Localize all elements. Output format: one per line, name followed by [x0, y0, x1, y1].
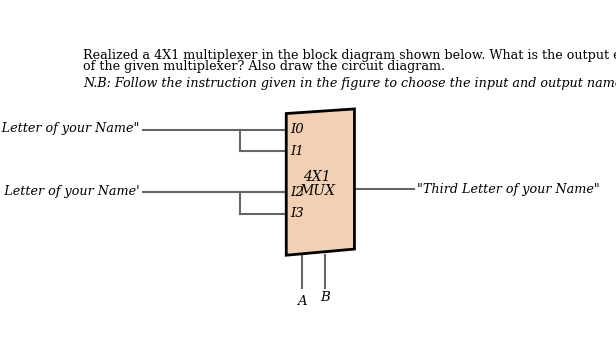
Polygon shape: [286, 109, 354, 255]
Text: 4X1: 4X1: [304, 170, 331, 184]
Text: I1: I1: [290, 145, 304, 158]
Text: I0: I0: [290, 123, 304, 136]
Text: I3: I3: [290, 207, 304, 220]
Text: "Second Letter of your Name': "Second Letter of your Name': [0, 185, 140, 198]
Text: B: B: [320, 292, 330, 304]
Text: I2: I2: [290, 186, 304, 199]
Text: "Third Letter of your Name": "Third Letter of your Name": [417, 182, 600, 196]
Text: of the given multiplexer? Also draw the circuit diagram.: of the given multiplexer? Also draw the …: [83, 60, 445, 73]
Text: A: A: [297, 295, 307, 308]
Text: "First Letter of your Name": "First Letter of your Name": [0, 122, 140, 135]
Text: MUX: MUX: [299, 184, 335, 198]
Text: Realized a 4X1 multiplexer in the block diagram shown below. What is the output : Realized a 4X1 multiplexer in the block …: [83, 49, 616, 62]
Text: N.B: Follow the instruction given in the figure to choose the input and output n: N.B: Follow the instruction given in the…: [83, 76, 616, 90]
